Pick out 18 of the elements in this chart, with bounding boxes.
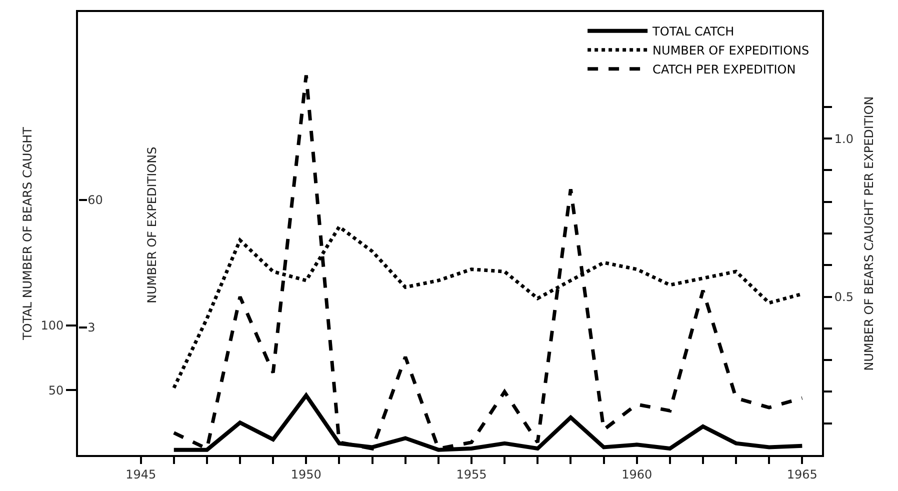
x-tick-label: 1955 (456, 467, 487, 482)
x-tick-label: 1950 (290, 467, 322, 482)
y-tick-label: 100 (40, 318, 64, 333)
y3-axis-title: NUMBER OF EXPEDITIONS (145, 146, 160, 304)
y2-tick-label: 0.5 (834, 290, 854, 304)
y-axis-title: TOTAL NUMBER OF BEARS CAUGHT (20, 126, 34, 341)
legend-label: TOTAL CATCH (652, 24, 734, 39)
y-tick-label: 50 (48, 383, 64, 398)
x-tick-label: 1960 (622, 467, 652, 482)
y2-axis-title: NUMBER OF BEARS CAUGHT PER EXPEDITION (862, 96, 876, 371)
x-tick-label: 1945 (126, 467, 156, 482)
y3-tick-label: 60 (88, 193, 103, 208)
y2-tick-label: 1.0 (834, 132, 854, 146)
legend-label: NUMBER OF EXPEDITIONS (652, 44, 810, 58)
x-tick-label: 1965 (786, 467, 818, 482)
legend-label: CATCH PER EXPEDITION (652, 62, 796, 77)
line-series (172, 74, 804, 450)
y3-tick-label: 3 (88, 320, 96, 335)
